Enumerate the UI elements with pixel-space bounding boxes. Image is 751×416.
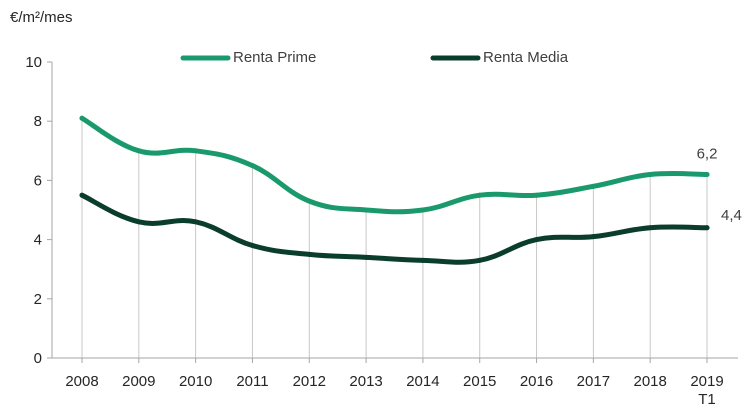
data-point-renta-media-2 [193, 219, 199, 225]
legend-label-renta-media: Renta Media [483, 49, 569, 66]
x-tick-label-1: 2009 [122, 373, 155, 390]
data-labels: 6,2 4,4 [697, 145, 742, 223]
data-point-renta-media-11 [704, 225, 710, 231]
data-point-renta-prime-10 [647, 171, 653, 177]
y-axis-ticks: 0 2 4 6 8 10 [25, 54, 52, 367]
axes [51, 62, 738, 359]
x-tick-label-3: 2011 [236, 373, 268, 390]
series-lines [79, 115, 710, 265]
data-point-renta-media-0 [79, 192, 85, 198]
data-point-renta-media-5 [363, 254, 369, 260]
y-tick-label-4: 4 [34, 232, 42, 249]
x-tick-label-4: 2012 [293, 373, 326, 390]
data-point-renta-media-9 [590, 234, 596, 240]
series-line-renta-prime [79, 115, 710, 215]
data-point-renta-media-7 [477, 257, 483, 263]
x-tick-label-10: 2018 [633, 373, 666, 390]
data-point-renta-media-10 [647, 225, 653, 231]
data-point-renta-prime-4 [306, 198, 312, 204]
x-tick-label-0: 2008 [65, 373, 98, 390]
data-label-renta-media-last: 4,4 [721, 207, 742, 224]
y-tick-label-2: 2 [34, 291, 42, 308]
data-point-renta-media-6 [420, 257, 426, 263]
data-point-renta-prime-6 [420, 207, 426, 213]
x-axis-ticks: 2008 2009 2010 2011 2012 2013 2014 2015 2016 2017… [65, 358, 724, 408]
x-tick-label-2: 2010 [179, 373, 212, 390]
data-point-renta-media-1 [136, 219, 142, 225]
x-tick-label-8: 2016 [520, 373, 553, 390]
x-tick-label-6: 2014 [406, 373, 439, 390]
x-tick-label-5: 2013 [349, 373, 382, 390]
y-axis-unit-label: €/m²/mes [10, 9, 73, 26]
y-tick-label-0: 0 [34, 350, 42, 367]
data-point-renta-prime-8 [534, 192, 540, 198]
data-point-renta-prime-3 [249, 163, 255, 169]
y-tick-label-6: 6 [34, 172, 42, 189]
x-tick-label-7: 2015 [463, 373, 496, 390]
data-point-renta-prime-1 [136, 148, 142, 154]
category-grid-lines [81, 118, 708, 358]
x-tick-label-11-line2: T1 [698, 391, 716, 408]
series-line-renta-media [79, 192, 710, 265]
data-point-renta-prime-2 [193, 148, 199, 154]
data-label-renta-prime-last: 6,2 [697, 145, 718, 162]
data-point-renta-prime-7 [477, 192, 483, 198]
x-tick-label-11: 2019 [690, 373, 723, 390]
legend-label-renta-prime: Renta Prime [233, 49, 316, 66]
data-point-renta-prime-0 [79, 115, 85, 121]
x-tick-label-9: 2017 [577, 373, 610, 390]
data-point-renta-media-8 [534, 237, 540, 243]
y-tick-label-10: 10 [25, 54, 42, 71]
data-point-renta-media-4 [306, 251, 312, 257]
data-point-renta-prime-9 [590, 183, 596, 189]
data-point-renta-prime-5 [363, 207, 369, 213]
legend: Renta Prime Renta Media [180, 49, 569, 66]
data-point-renta-media-3 [249, 243, 255, 249]
data-point-renta-prime-11 [704, 171, 710, 177]
y-tick-label-8: 8 [34, 113, 42, 130]
